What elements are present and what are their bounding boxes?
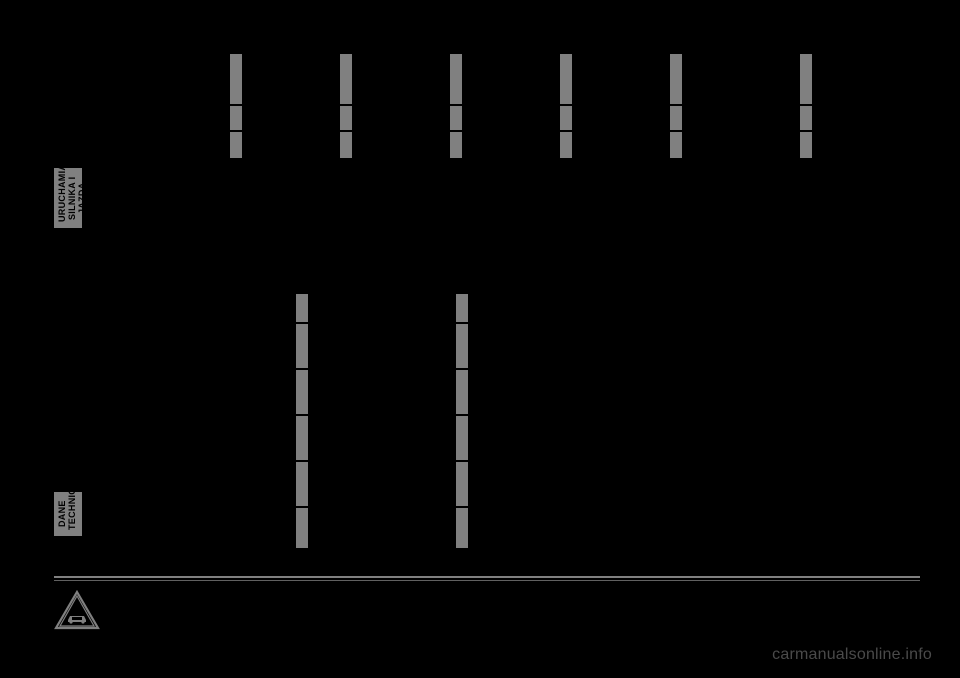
- table-column-marker: [670, 54, 682, 158]
- side-tab-techdata: DANE TECHNICZNE: [54, 492, 82, 536]
- section-divider: [54, 576, 920, 578]
- table-column-marker: [296, 294, 308, 548]
- table-column-marker: [800, 54, 812, 158]
- section-divider: [54, 580, 920, 581]
- table-column-marker: [230, 54, 242, 158]
- table-column-marker: [456, 294, 468, 548]
- side-tab-label: SILNIKA I JAZDA: [67, 176, 87, 219]
- page-root: URUCHAMIANIE SILNIKA I JAZDA DANE TECHNI…: [0, 0, 960, 678]
- table-column-marker: [340, 54, 352, 158]
- table-column-marker: [450, 54, 462, 158]
- warning-car-icon: [54, 590, 100, 630]
- side-tab-label: URUCHAMIANIE: [57, 148, 67, 222]
- watermark-text: carmanualsonline.info: [772, 646, 932, 664]
- table-column-marker: [560, 54, 572, 158]
- side-tab-label: DANE: [57, 501, 67, 528]
- side-tab-driving: URUCHAMIANIE SILNIKA I JAZDA: [54, 168, 82, 228]
- side-tab-label: TECHNICZNE: [67, 469, 77, 530]
